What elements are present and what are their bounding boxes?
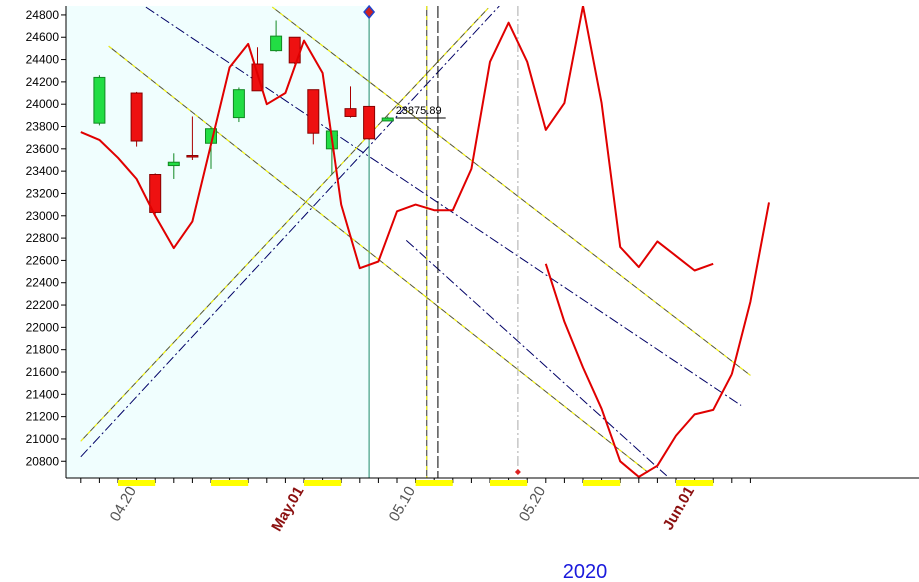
current-time-marker-icon bbox=[363, 4, 376, 20]
y-tick-label: 21200 bbox=[26, 410, 60, 424]
x-highlight-block bbox=[304, 480, 342, 486]
y-tick-label: 23800 bbox=[26, 120, 60, 134]
y-tick-label: 20800 bbox=[26, 454, 60, 468]
y-tick-label: 23200 bbox=[26, 186, 60, 200]
candle-body bbox=[167, 161, 180, 167]
y-tick-label: 21600 bbox=[26, 365, 60, 379]
candle-body bbox=[381, 117, 394, 122]
y-tick-label: 23400 bbox=[26, 164, 60, 178]
y-tick-label: 23600 bbox=[26, 142, 60, 156]
candle-body bbox=[363, 105, 376, 140]
y-tick-label: 22600 bbox=[26, 253, 60, 267]
candle-body bbox=[93, 76, 106, 124]
x-highlight-block bbox=[211, 480, 249, 486]
x-tick-label: 05.10 bbox=[386, 484, 419, 525]
candle-body bbox=[270, 35, 283, 52]
history-shade bbox=[66, 6, 370, 478]
y-tick-label: 24600 bbox=[26, 30, 60, 44]
y-tick-label: 21800 bbox=[26, 343, 60, 357]
trend-line-yellow bbox=[80, 7, 489, 442]
y-tick-label: 24800 bbox=[26, 8, 60, 22]
y-tick-label: 24000 bbox=[26, 97, 60, 111]
trend-line-navy bbox=[405, 239, 668, 477]
y-tick-label: 22200 bbox=[26, 298, 60, 312]
y-tick-label: 24200 bbox=[26, 75, 60, 89]
vertical-marker-gray-dot bbox=[514, 469, 521, 475]
x-highlight-block bbox=[415, 480, 453, 486]
y-tick-label: 21000 bbox=[26, 432, 60, 446]
y-tick-label: 22000 bbox=[26, 320, 60, 334]
candle-body bbox=[232, 89, 245, 119]
trend-line-navy bbox=[80, 6, 500, 458]
y-tick-label: 22400 bbox=[26, 276, 60, 290]
x-tick-label: May.01 bbox=[268, 484, 307, 535]
x-tick-label: Jun.01 bbox=[660, 484, 698, 534]
x-tick-label: 05.20 bbox=[516, 484, 549, 525]
forecast-line-tail bbox=[544, 263, 733, 478]
trend-line-navy bbox=[145, 6, 742, 406]
x-tick-label: 04.20 bbox=[107, 484, 140, 525]
candle-body bbox=[288, 36, 301, 64]
x-highlight-block bbox=[583, 480, 621, 486]
x-highlight-block bbox=[676, 480, 714, 486]
x-highlight-block bbox=[490, 480, 528, 486]
candle-body bbox=[307, 89, 320, 134]
y-tick-label: 22800 bbox=[26, 231, 60, 245]
candle-body bbox=[186, 155, 199, 158]
candle-body bbox=[344, 108, 357, 117]
last-price-label: 23875.89 bbox=[396, 105, 442, 117]
y-tick-label: 24400 bbox=[26, 53, 60, 67]
forecast-line-end bbox=[730, 202, 770, 375]
trend-line-yellow-dash bbox=[272, 6, 751, 376]
candle-body bbox=[149, 173, 162, 213]
x-highlight-block bbox=[118, 480, 156, 486]
forecast-line bbox=[80, 6, 714, 272]
y-tick-label: 23000 bbox=[26, 209, 60, 223]
year-label: 2020 bbox=[563, 561, 608, 582]
candle-body bbox=[130, 92, 143, 142]
y-tick-label: 21400 bbox=[26, 387, 60, 401]
